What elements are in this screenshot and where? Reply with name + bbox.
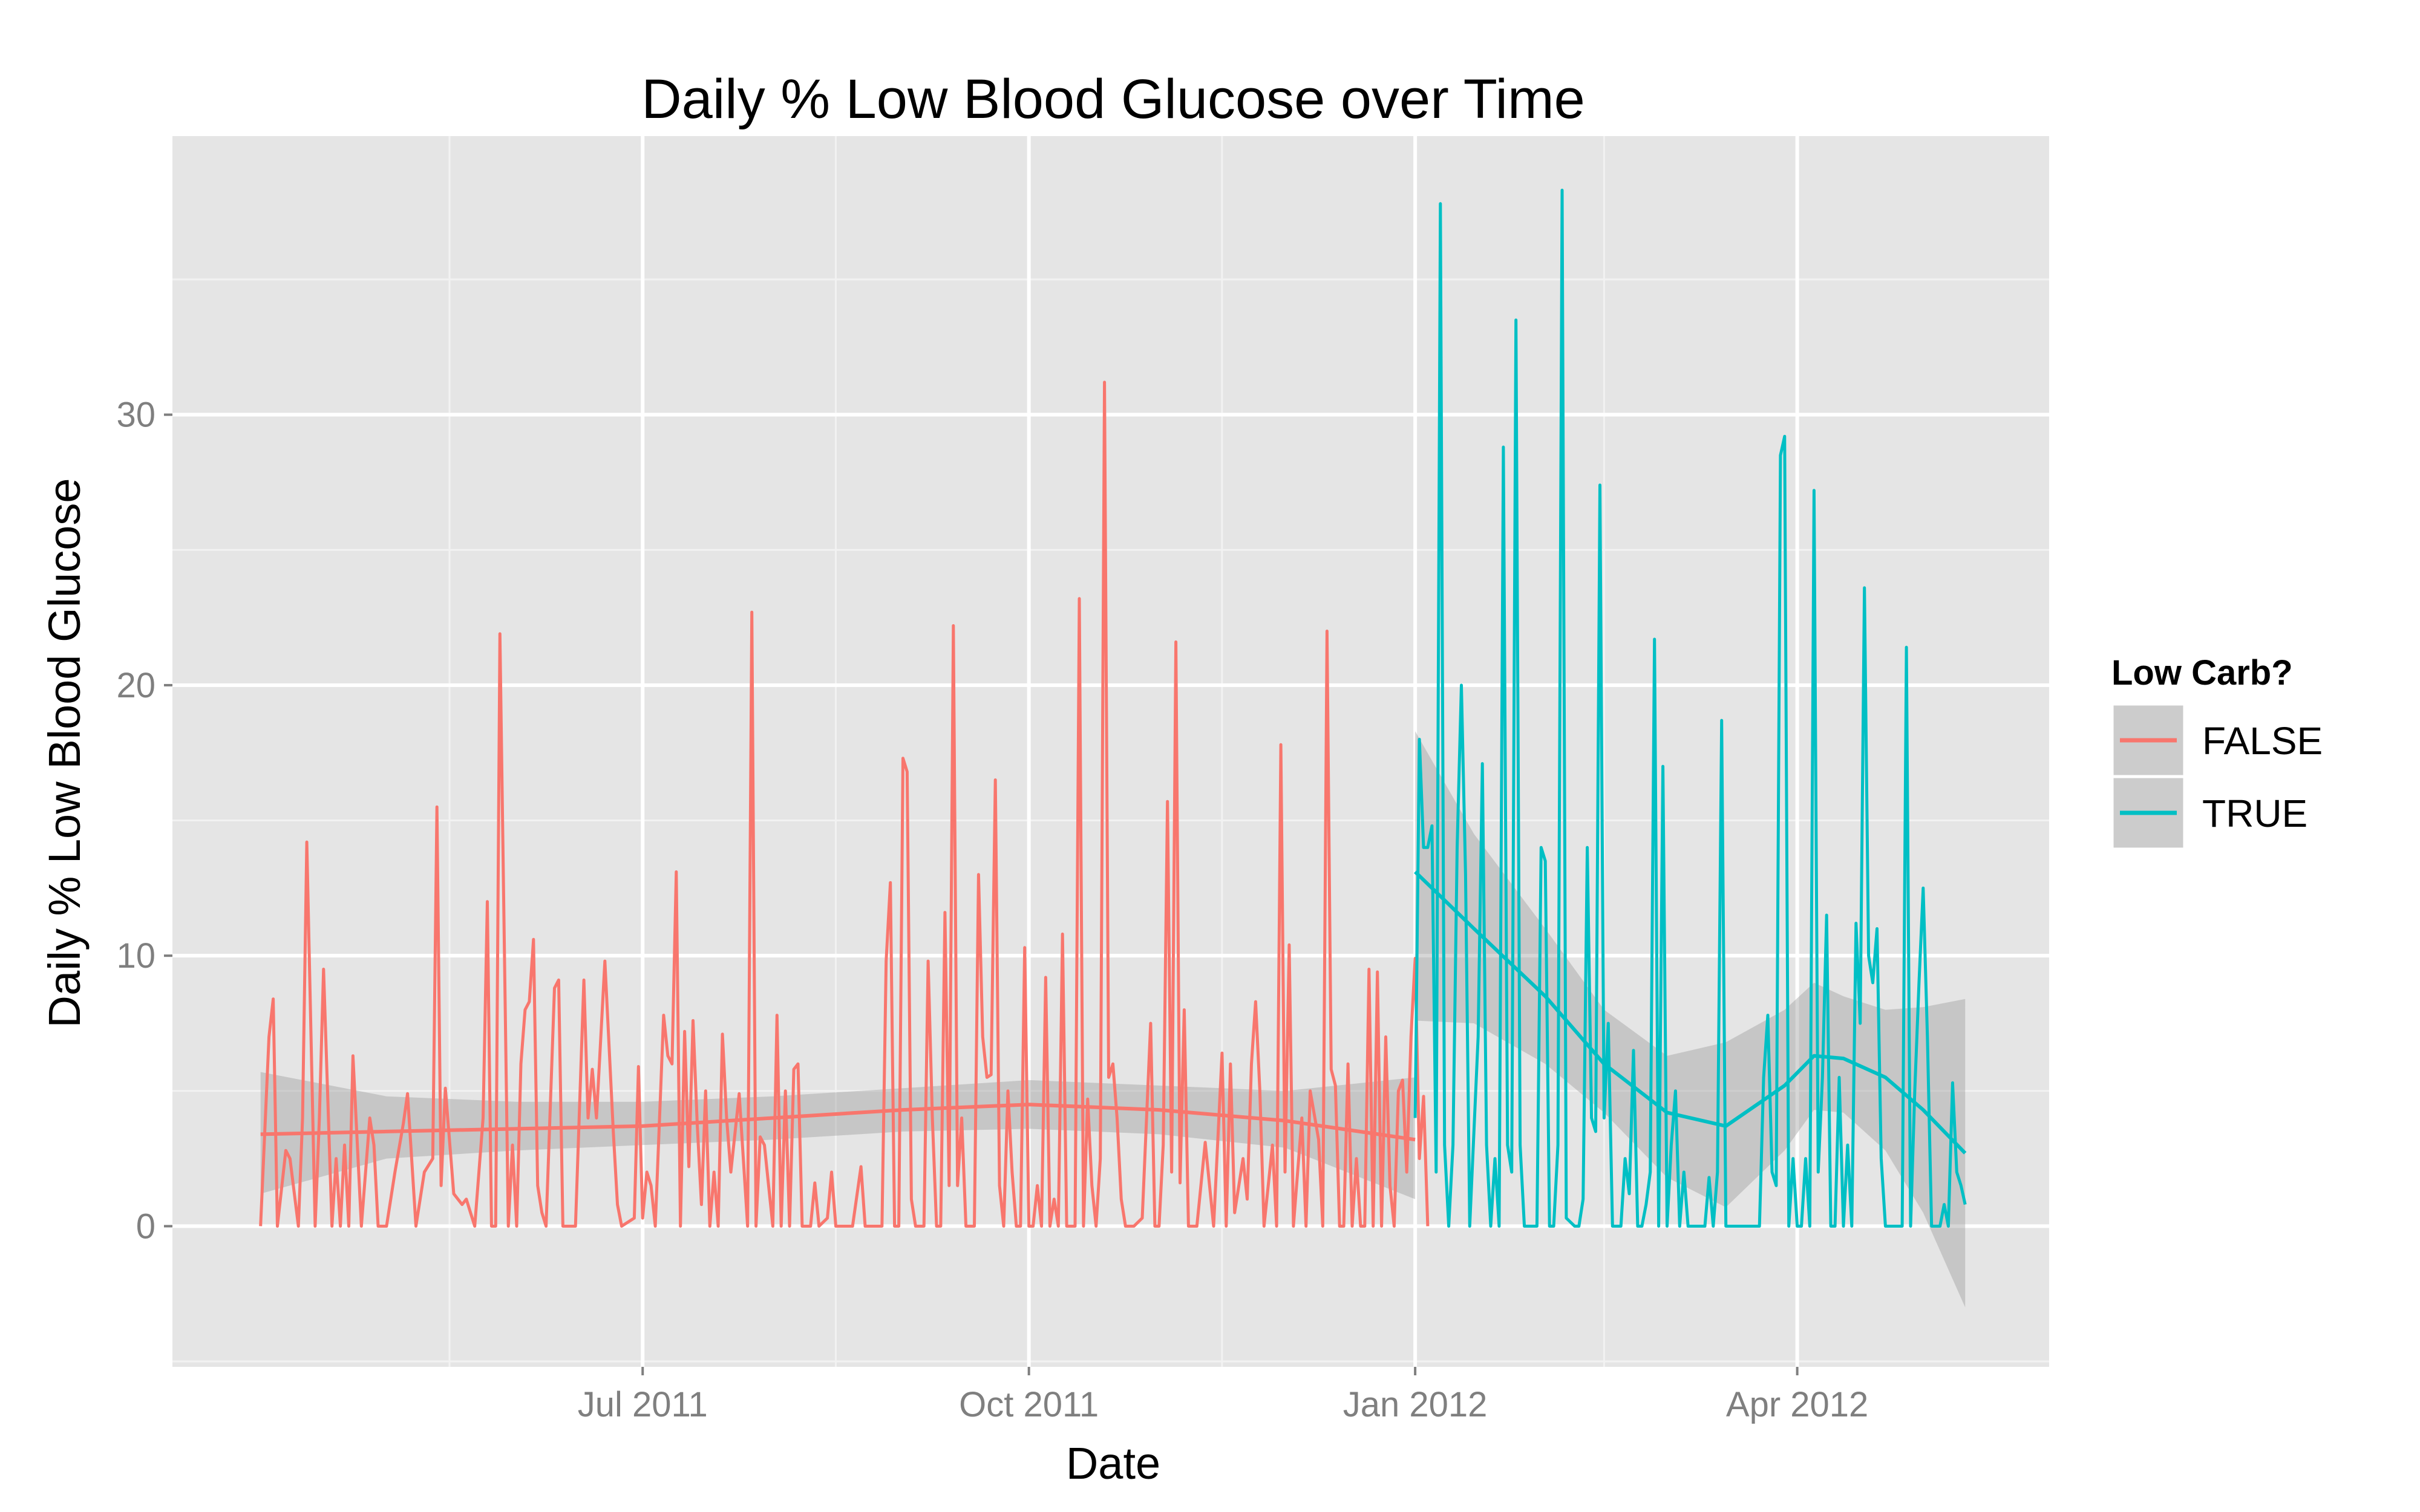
y-tick-label: 30 [116, 396, 155, 435]
y-tick-label: 10 [116, 936, 155, 976]
legend-label: FALSE [2202, 719, 2323, 763]
smooth-lines [260, 870, 1967, 1155]
legend-label: TRUE [2202, 792, 2307, 835]
y-tick-label: 0 [136, 1207, 155, 1246]
x-axis-title: Date [1066, 1438, 1160, 1488]
x-tick-label: Apr 2012 [1726, 1385, 1868, 1424]
series-line-false [259, 380, 1430, 1228]
x-tick-label: Oct 2011 [959, 1385, 1099, 1424]
legend: Low Carb? FALSE TRUE [2111, 653, 2323, 850]
series-line-true [1413, 189, 1967, 1228]
smooth-line-false [260, 1103, 1416, 1142]
x-tick-label: Jul 2011 [578, 1385, 708, 1424]
x-axis: Jul 2011 Oct 2011 Jan 2012 Apr 2012 [578, 1367, 1868, 1424]
y-axis-title: Daily % Low Blood Glucose [39, 478, 90, 1028]
chart-title: Daily % Low Blood Glucose over Time [641, 68, 1585, 130]
y-axis: 0 10 20 30 [116, 396, 172, 1246]
y-tick-label: 20 [116, 666, 155, 705]
x-tick-label: Jan 2012 [1343, 1385, 1488, 1424]
smooth-line-true [1414, 870, 1967, 1155]
data-lines [259, 189, 1967, 1228]
minor-grid [172, 136, 2049, 1367]
plot-panel [172, 136, 2049, 1367]
legend-title: Low Carb? [2111, 653, 2293, 692]
